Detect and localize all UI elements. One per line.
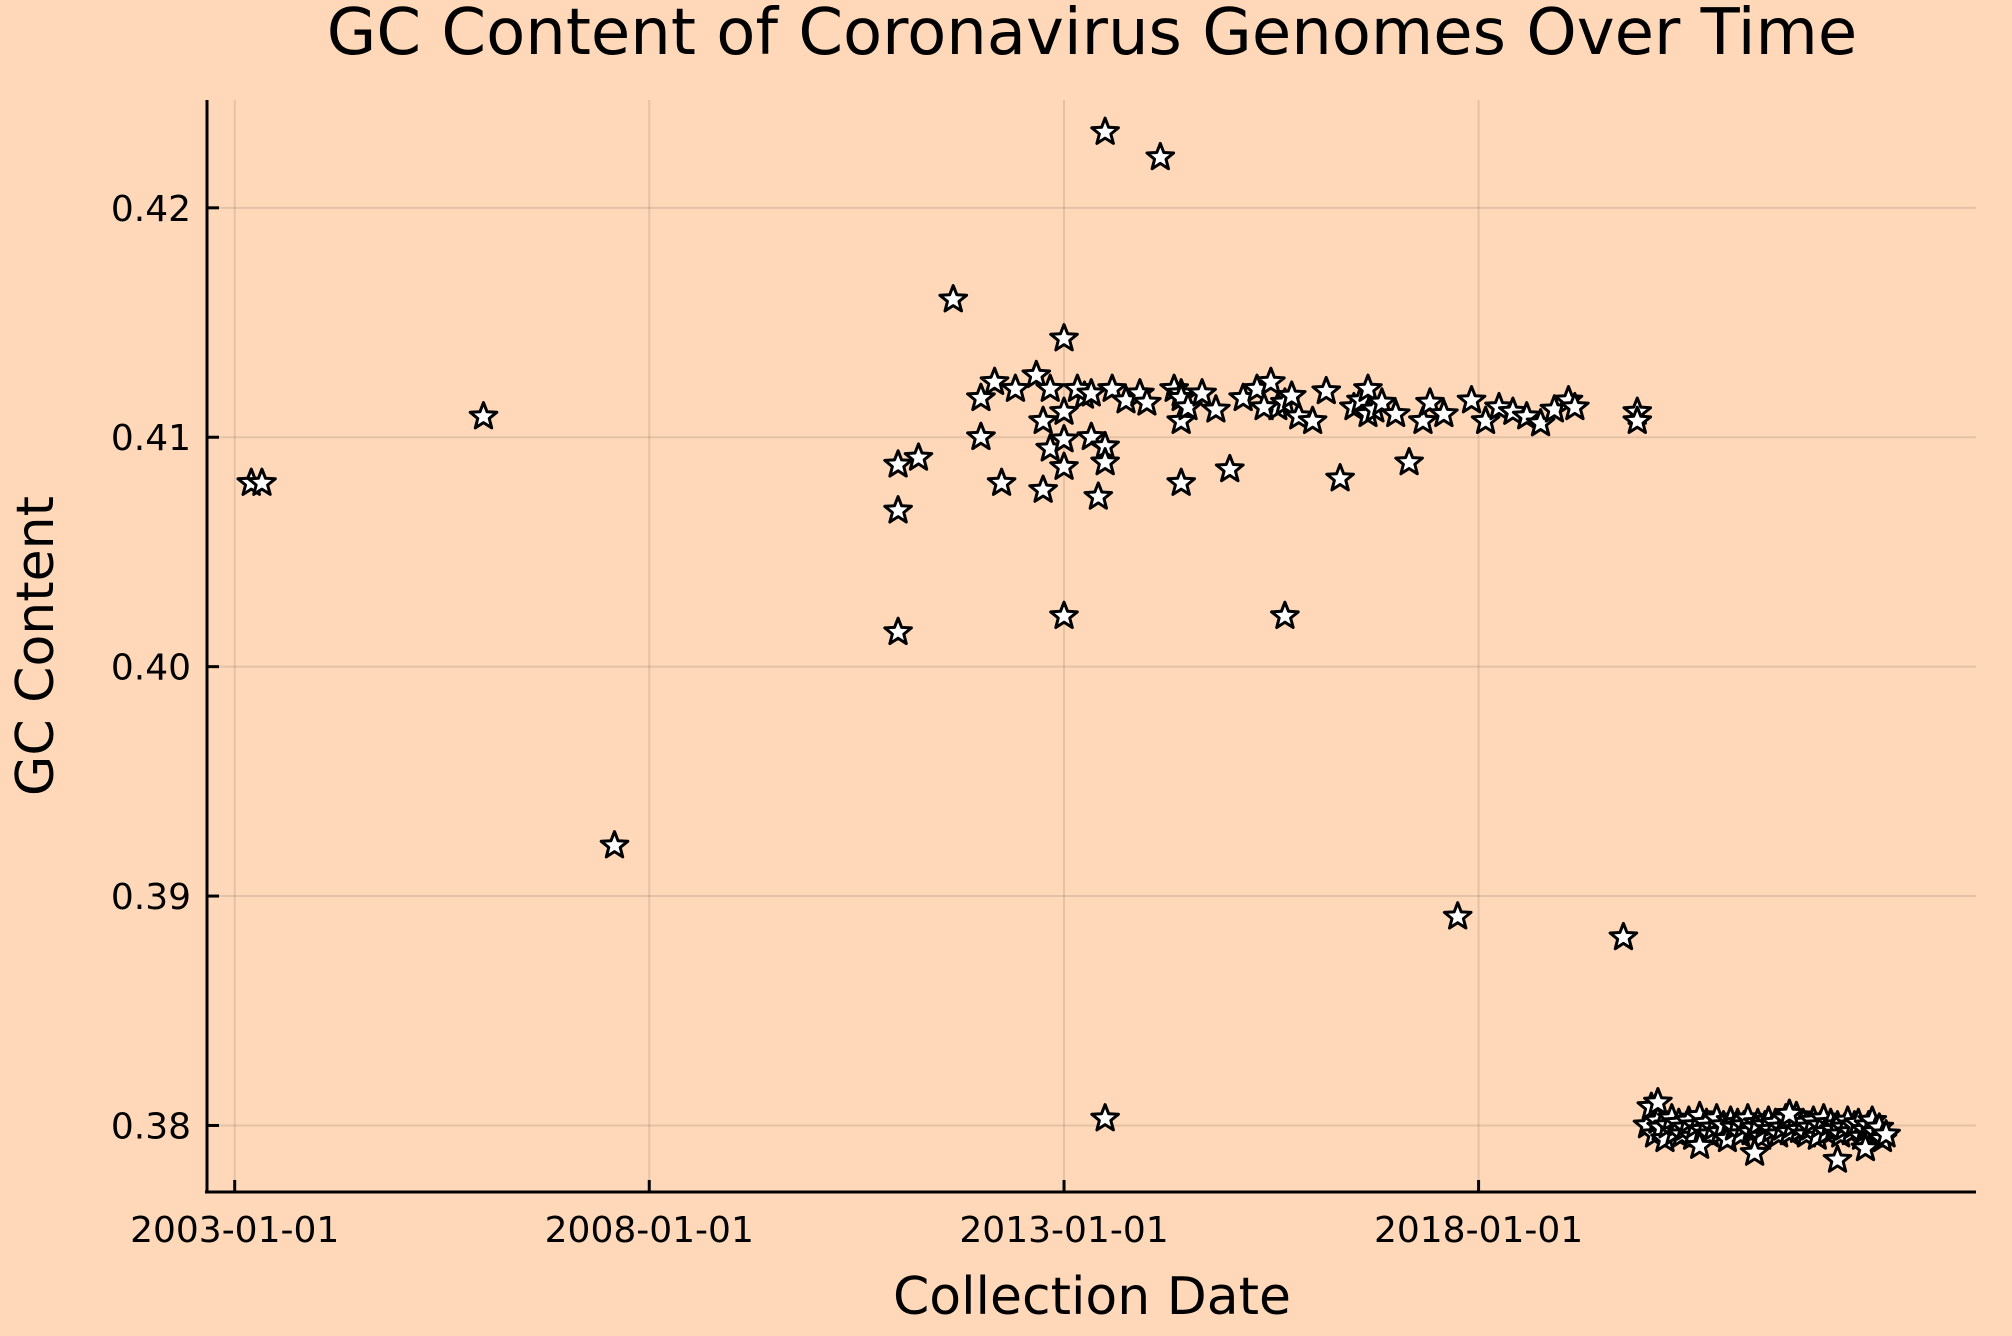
data-point: [1049, 451, 1079, 480]
data-point: [1062, 373, 1093, 402]
data-point: [1822, 1144, 1853, 1173]
x-tick-label: 2003-01-01: [130, 1210, 339, 1251]
data-point: [1622, 405, 1653, 434]
data-point: [966, 421, 996, 451]
y-tick-label: 0.38: [111, 1106, 191, 1147]
data-point: [1021, 359, 1052, 389]
data-point: [986, 467, 1017, 496]
data-point: [247, 467, 277, 496]
data-point: [1249, 391, 1279, 421]
data-point: [1380, 398, 1411, 428]
y-tick-label: 0.41: [111, 418, 191, 459]
data-point: [1276, 380, 1307, 409]
data-point: [883, 495, 913, 524]
data-point: [1456, 385, 1487, 414]
x-tick-label: 2018-01-01: [1374, 1210, 1583, 1251]
data-point: [938, 284, 969, 313]
data-point: [1325, 463, 1355, 492]
data-point: [1000, 373, 1031, 402]
data-point: [1442, 901, 1473, 930]
data-point: [1132, 387, 1162, 416]
y-tick-label: 0.42: [111, 189, 191, 230]
data-point: [1560, 391, 1590, 421]
data-point: [1284, 401, 1314, 430]
data-point: [1408, 405, 1438, 434]
data-point: [1214, 453, 1245, 483]
data-point: [1035, 373, 1065, 402]
data-point: [1090, 116, 1120, 145]
data-point: [979, 366, 1010, 395]
data-point: [1871, 1119, 1901, 1148]
data-point: [1028, 474, 1058, 503]
data-point: [903, 442, 934, 471]
grid-lines: [207, 100, 1976, 1192]
data-point: [1353, 373, 1383, 402]
data-point: [599, 830, 630, 859]
chart-title: GC Content of Coronavirus Genomes Over T…: [327, 0, 1857, 70]
data-point: [1076, 378, 1107, 407]
data-point: [1028, 405, 1058, 434]
data-point: [1049, 600, 1079, 629]
data-point: [1090, 1103, 1120, 1132]
data-point: [1049, 396, 1079, 425]
y-axis-label: GC Content: [6, 496, 66, 796]
data-point: [1090, 447, 1120, 476]
data-point: [1145, 141, 1176, 171]
data-point: [1049, 424, 1079, 453]
x-tick-label: 2013-01-01: [959, 1210, 1168, 1251]
data-point: [1850, 1132, 1881, 1162]
data-point: [1684, 1130, 1715, 1159]
data-point: [883, 449, 913, 478]
y-tick-label: 0.39: [111, 877, 191, 918]
data-point: [1511, 401, 1542, 430]
data-point: [1739, 1137, 1770, 1166]
data-point: [1297, 405, 1328, 434]
data-point: [1774, 1098, 1805, 1127]
data-point: [1256, 366, 1286, 395]
data-point: [1608, 921, 1639, 951]
data-point: [1498, 396, 1528, 425]
data-point: [1484, 391, 1514, 421]
data-point: [1429, 398, 1459, 428]
data-point: [1270, 600, 1300, 629]
y-tick-label: 0.40: [111, 648, 191, 689]
data-point: [1083, 481, 1114, 510]
data-point: [1187, 378, 1217, 407]
data-point: [966, 382, 996, 412]
axis-ticks: 2003-01-01 2008-01-01 2013-01-01 2018-01-01…: [111, 189, 1583, 1251]
x-axis-label: Collection Date: [893, 1267, 1291, 1327]
data-point: [883, 616, 913, 646]
data-points: [236, 116, 1901, 1173]
data-point: [1166, 467, 1196, 496]
data-point: [1201, 394, 1231, 423]
data-point: [1311, 375, 1342, 405]
x-tick-label: 2008-01-01: [545, 1210, 754, 1251]
data-point: [1643, 1087, 1673, 1116]
data-point: [1394, 447, 1424, 476]
data-point: [1049, 323, 1079, 352]
data-point: [468, 401, 499, 430]
